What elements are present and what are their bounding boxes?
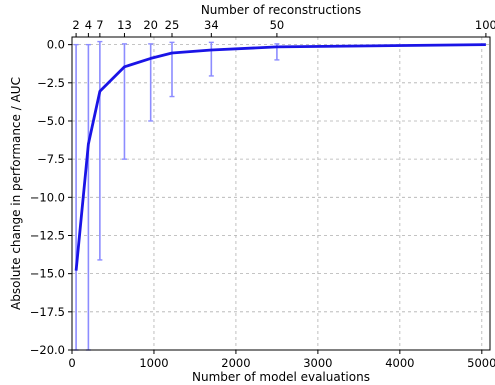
y-tick-label: −10.0 [30,190,65,204]
plot-frame [71,36,491,351]
x-axis-ticks: 0 1000 2000 3000 4000 5000 [68,350,495,370]
top-tick-label: 7 [96,18,103,32]
series-line-group [74,43,486,271]
top-axis-ticks: 2 4 7 13 20 25 34 50 100 [72,18,495,37]
top-tick-label: 4 [85,18,92,32]
top-tick-label: 100 [475,18,495,32]
y-tick-label: −20.0 [30,343,65,357]
top-tick-label: 50 [270,18,285,32]
x-tick-label: 5000 [467,356,495,370]
top-axis-label: Number of reconstructions [201,3,361,17]
top-tick-label: 2 [72,18,79,32]
y-tick-label: −2.5 [37,76,65,90]
y-tick-label: −5.0 [37,114,65,128]
top-tick-label: 34 [204,18,219,32]
x-tick-label: 0 [68,356,75,370]
x-tick-label: 1000 [139,356,168,370]
x-tick-label: 2000 [221,356,250,370]
top-tick-label: 25 [165,18,180,32]
y-tick-label: 0.0 [47,38,65,52]
y-tick-label: −17.5 [30,305,65,319]
y-tick-label: −12.5 [30,228,65,242]
y-axis-label: Absolute change in performance / AUC [9,77,23,310]
x-axis-label: Number of model evaluations [192,370,370,384]
top-tick-label: 20 [143,18,158,32]
y-axis-ticks: −20.0 −17.5 −15.0 −12.5 −10.0 −7.5 −5.0 −2.5 0.0 [30,38,72,357]
top-tick-label: 13 [117,18,132,32]
x-tick-label: 3000 [303,356,332,370]
series-line [74,43,486,271]
y-tick-label: −15.0 [30,267,65,281]
grid [71,37,490,351]
x-tick-label: 4000 [385,356,414,370]
y-tick-label: −7.5 [37,152,65,166]
